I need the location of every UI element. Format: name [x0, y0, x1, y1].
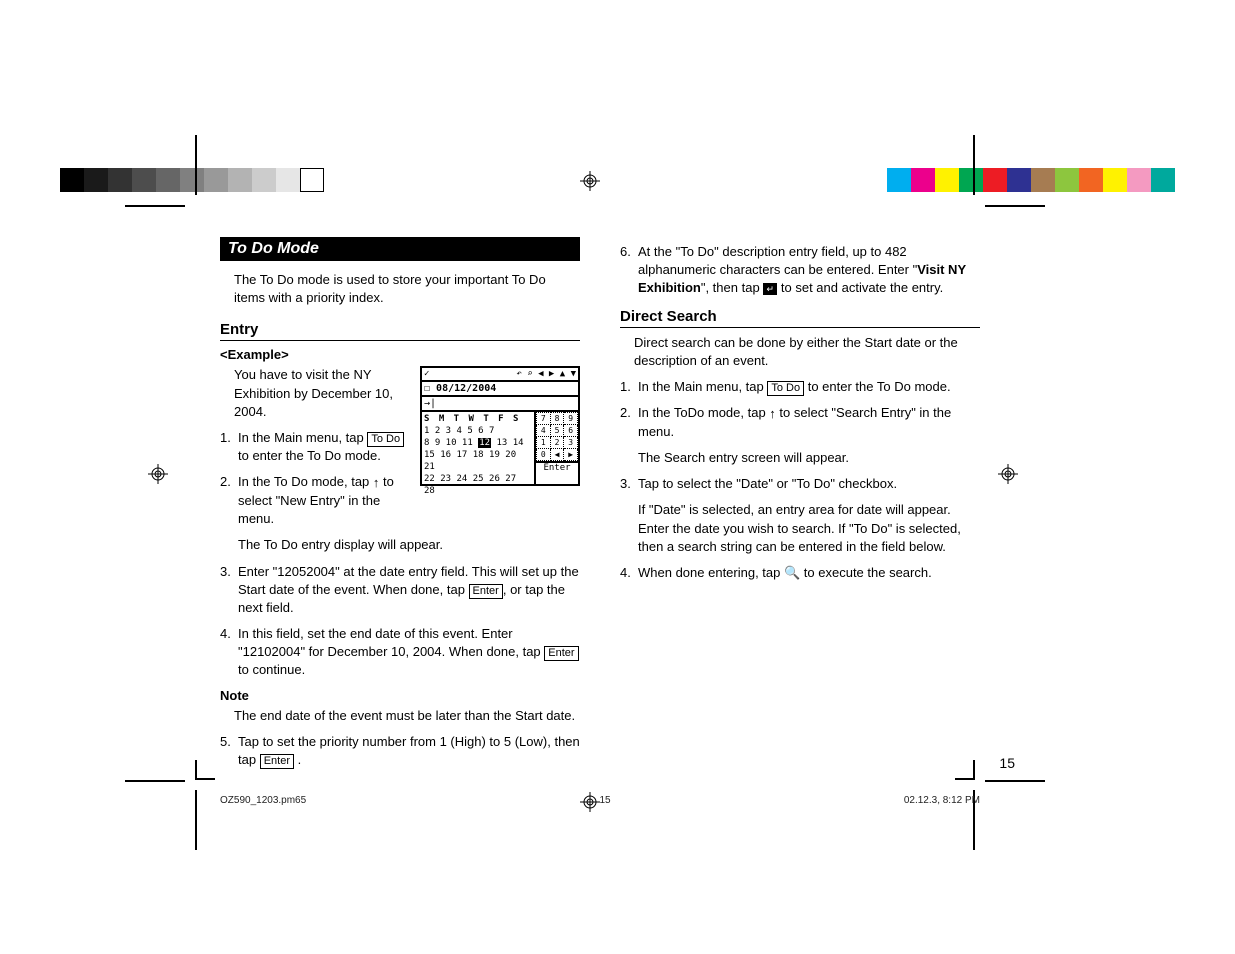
- ds-step-4: 4. When done entering, tap 🔍 to execute …: [620, 564, 980, 583]
- footer-timestamp: 02.12.3, 8:12 PM: [904, 795, 980, 806]
- page-number: 15: [999, 755, 1015, 771]
- crop-mark: [985, 205, 1045, 207]
- enter-key: Enter: [260, 754, 294, 769]
- screenshot-keypad: 7894561230◀▶ Enter: [536, 412, 578, 486]
- registration-mark-left: [148, 464, 168, 484]
- step-4: 4. In this field, set the end date of th…: [220, 625, 580, 680]
- screenshot-calendar: S M T W T F S 1 2 3 4 5 6 7 8 9 10 11 12…: [422, 412, 536, 486]
- screenshot-tabrow: →|: [422, 397, 578, 412]
- crop-mark: [195, 790, 197, 850]
- enter-icon: ↵: [763, 283, 777, 295]
- footer-page: 15: [599, 795, 610, 806]
- screenshot-titlebar: ✓ ↶ ⌕ ◀ ▶ ▲ ▼: [422, 368, 578, 382]
- crop-mark: [985, 780, 1045, 782]
- page-content: To Do Mode The To Do mode is used to sto…: [220, 237, 980, 777]
- step-1: 1. In the Main menu, tap To Do to enter …: [220, 429, 412, 465]
- step-2-result: The To Do entry display will appear.: [238, 536, 580, 554]
- screenshot-date: ☐ 08/12/2004: [422, 382, 578, 397]
- direct-search-heading: Direct Search: [620, 308, 980, 328]
- process-colorbar: [887, 168, 1175, 192]
- section-header: To Do Mode: [220, 237, 580, 261]
- step-6: 6. At the "To Do" description entry fiel…: [620, 243, 980, 298]
- right-column: 6. At the "To Do" description entry fiel…: [620, 237, 980, 777]
- step-5: 5. Tap to set the priority number from 1…: [220, 733, 580, 769]
- crop-mark: [125, 780, 185, 782]
- entry-heading: Entry: [220, 321, 580, 341]
- note-text: The end date of the event must be later …: [234, 707, 580, 725]
- crop-corner: [955, 778, 975, 780]
- crop-corner: [195, 760, 197, 780]
- step-2: 2. In the To Do mode, tap ↑ to select "N…: [220, 473, 412, 528]
- todo-key: To Do: [767, 381, 804, 396]
- todo-key: To Do: [367, 432, 404, 447]
- example-label: <Example>: [220, 347, 580, 362]
- search-icon: 🔍: [784, 564, 800, 582]
- ds-intro: Direct search can be done by either the …: [634, 334, 980, 370]
- note-label: Note: [220, 688, 580, 703]
- manual-page: To Do Mode The To Do mode is used to sto…: [0, 0, 1235, 954]
- enter-key: Enter: [469, 584, 503, 599]
- ds-step-2: 2. In the ToDo mode, tap ↑ to select "Se…: [620, 404, 980, 441]
- crop-mark: [973, 135, 975, 195]
- registration-mark-top: [580, 171, 600, 191]
- registration-mark-right: [998, 464, 1018, 484]
- crop-corner: [195, 778, 215, 780]
- ds-step3-detail: If "Date" is selected, an entry area for…: [638, 501, 980, 556]
- ds-step-3: 3. Tap to select the "Date" or "To Do" c…: [620, 475, 980, 493]
- ds-step2-result: The Search entry screen will appear.: [638, 449, 980, 467]
- footer-filename: OZ590_1203.pm65: [220, 795, 306, 806]
- footer: OZ590_1203.pm65 15 02.12.3, 8:12 PM: [220, 795, 980, 806]
- crop-mark: [195, 135, 197, 195]
- left-column: To Do Mode The To Do mode is used to sto…: [220, 237, 580, 777]
- crop-mark: [125, 205, 185, 207]
- grayscale-colorbar: [60, 168, 324, 192]
- device-screenshot: ✓ ↶ ⌕ ◀ ▶ ▲ ▼ ☐ 08/12/2004 →| S M T W T …: [420, 366, 580, 486]
- step-3: 3. Enter "12052004" at the date entry fi…: [220, 563, 580, 618]
- ds-step-1: 1. In the Main menu, tap To Do to enter …: [620, 378, 980, 396]
- enter-key: Enter: [544, 646, 578, 661]
- section-intro: The To Do mode is used to store your imp…: [234, 271, 580, 307]
